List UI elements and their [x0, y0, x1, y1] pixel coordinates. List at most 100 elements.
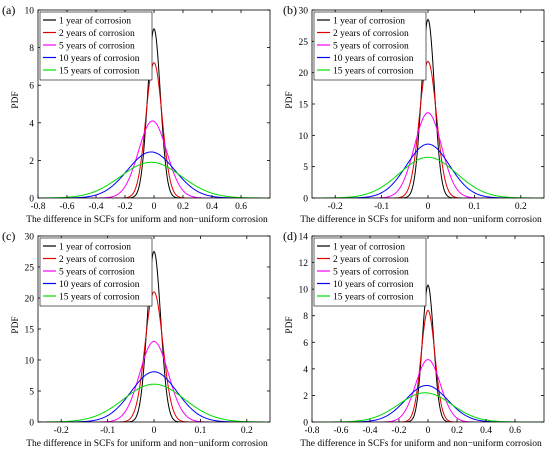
y-tick-label: 10: [299, 286, 309, 296]
y-tick-label: 20: [25, 295, 35, 305]
x-axis-label: The difference in SCFs for uniform and n…: [26, 214, 268, 225]
x-tick-label: 0: [152, 426, 157, 436]
legend-entry-2: 2 years of corrosion: [59, 28, 135, 39]
x-tick-label: -0.8: [304, 426, 319, 436]
series-line-3: [312, 359, 544, 422]
x-tick-label: -0.8: [30, 202, 45, 212]
y-tick-label: 12: [299, 259, 309, 269]
legend-entry-3: 5 years of corrosion: [59, 267, 135, 278]
y-tick-label: 4: [29, 119, 34, 129]
legend-entry-2: 2 years of corrosion: [59, 254, 135, 265]
y-tick-label: 30: [299, 7, 309, 17]
y-tick-label: 0: [303, 419, 308, 429]
x-tick-label: 0: [152, 202, 157, 212]
y-tick-label: 15: [299, 101, 309, 111]
legend-entry-3: 5 years of corrosion: [59, 41, 135, 52]
series-line-2: [312, 309, 544, 422]
series-line-3: [38, 340, 270, 422]
legend-box: [39, 237, 153, 307]
legend-entry-5: 15 years of corrosion: [59, 292, 140, 303]
series-line-1: [312, 18, 544, 198]
series-line-3: [38, 120, 270, 198]
series-line-2: [312, 60, 544, 198]
y-tick-label: 10: [25, 7, 35, 17]
y-tick-label: 10: [25, 357, 35, 367]
x-axis-label: The difference in SCFs for uniform and n…: [300, 214, 542, 225]
x-tick-label: 0.4: [480, 426, 492, 436]
x-tick-label: 0.6: [509, 426, 521, 436]
legend-entry-4: 10 years of corrosion: [59, 279, 140, 290]
y-tick-label: 0: [303, 195, 308, 205]
y-tick-label: 30: [25, 233, 35, 243]
panel-label: (a): [2, 3, 15, 17]
y-tick-label: 8: [29, 44, 34, 54]
legend-entry-3: 5 years of corrosion: [333, 267, 409, 278]
y-tick-label: 5: [29, 388, 34, 398]
x-tick-label: -0.2: [117, 202, 132, 212]
legend-entry-3: 5 years of corrosion: [333, 41, 409, 52]
legend-entry-2: 2 years of corrosion: [333, 254, 409, 265]
legend-entry-4: 10 years of corrosion: [59, 53, 140, 64]
legend-entry-1: 1 year of corrosion: [333, 16, 405, 27]
x-tick-label: 0: [426, 202, 431, 212]
y-tick-label: 10: [299, 132, 309, 142]
series-line-5: [312, 156, 544, 198]
series-line-5: [38, 161, 270, 198]
y-tick-label: 0: [29, 419, 34, 429]
x-tick-label: 0.2: [241, 426, 253, 436]
x-tick-label: 0.2: [177, 202, 189, 212]
x-tick-label: -0.4: [362, 426, 377, 436]
y-tick-label: 2: [29, 157, 34, 167]
series-line-1: [312, 284, 544, 422]
y-axis-label: PDF: [11, 316, 21, 333]
x-tick-label: -0.2: [391, 426, 406, 436]
legend-entry-5: 15 years of corrosion: [333, 292, 414, 303]
legend-entry-1: 1 year of corrosion: [59, 242, 131, 253]
y-axis-label: PDF: [285, 316, 295, 333]
x-tick-label: -0.6: [59, 202, 74, 212]
y-tick-label: 25: [299, 38, 309, 48]
x-tick-label: 0.2: [451, 426, 463, 436]
panel-label: (d): [283, 229, 297, 243]
y-tick-label: 15: [25, 326, 35, 336]
legend-entry-1: 1 year of corrosion: [59, 16, 131, 27]
legend-box: [313, 11, 427, 81]
series-line-4: [38, 371, 270, 422]
y-tick-label: 0: [29, 195, 34, 205]
y-tick-label: 6: [303, 339, 308, 349]
y-tick-label: 2: [303, 392, 308, 402]
x-tick-label: 0.2: [515, 202, 527, 212]
legend-entry-4: 10 years of corrosion: [333, 53, 414, 64]
series-line-2: [38, 61, 270, 198]
series-line-2: [38, 291, 270, 422]
panel-label: (c): [2, 229, 15, 243]
y-tick-label: 14: [299, 233, 309, 243]
panel-b: (b) -0.2 -0.1 0 0.1 0.2 0 5 10 15 20 25 30 The differ…: [283, 3, 545, 225]
series-line-4: [312, 143, 544, 198]
panel-c: (c) -0.2 -0.1 0 0.1 0.2 0 5 10 15 20 25 30 The differ…: [2, 229, 271, 449]
x-tick-label: 0.6: [235, 202, 247, 212]
series-line-1: [38, 27, 270, 198]
x-tick-label: -0.2: [54, 426, 69, 436]
panel-d: (d) -0.8 -0.6 -0.4 -0.2 0 0.2 0.4 0.6 0 2 4 6 8 10 12 14…: [283, 229, 545, 449]
legend-entry-1: 1 year of corrosion: [333, 242, 405, 253]
x-tick-label: 0: [426, 426, 431, 436]
x-tick-label: -0.6: [333, 426, 348, 436]
y-tick-label: 8: [303, 312, 308, 322]
legend-entry-4: 10 years of corrosion: [333, 279, 414, 290]
series-line-1: [38, 250, 270, 422]
x-axis-label: The difference in SCFs for uniform and n…: [26, 438, 268, 449]
x-axis-label: The difference in SCFs for uniform and n…: [300, 438, 542, 449]
legend-entry-2: 2 years of corrosion: [333, 28, 409, 39]
x-tick-label: 0.1: [468, 202, 480, 212]
series-line-5: [312, 392, 544, 422]
y-axis-label: PDF: [285, 91, 295, 108]
legend-box: [313, 237, 427, 307]
x-tick-label: -0.1: [100, 426, 115, 436]
x-tick-label: 0.4: [206, 202, 218, 212]
y-tick-label: 6: [29, 82, 34, 92]
series-line-4: [312, 384, 544, 422]
series-line-4: [38, 151, 270, 198]
legend-entry-5: 15 years of corrosion: [333, 66, 414, 77]
